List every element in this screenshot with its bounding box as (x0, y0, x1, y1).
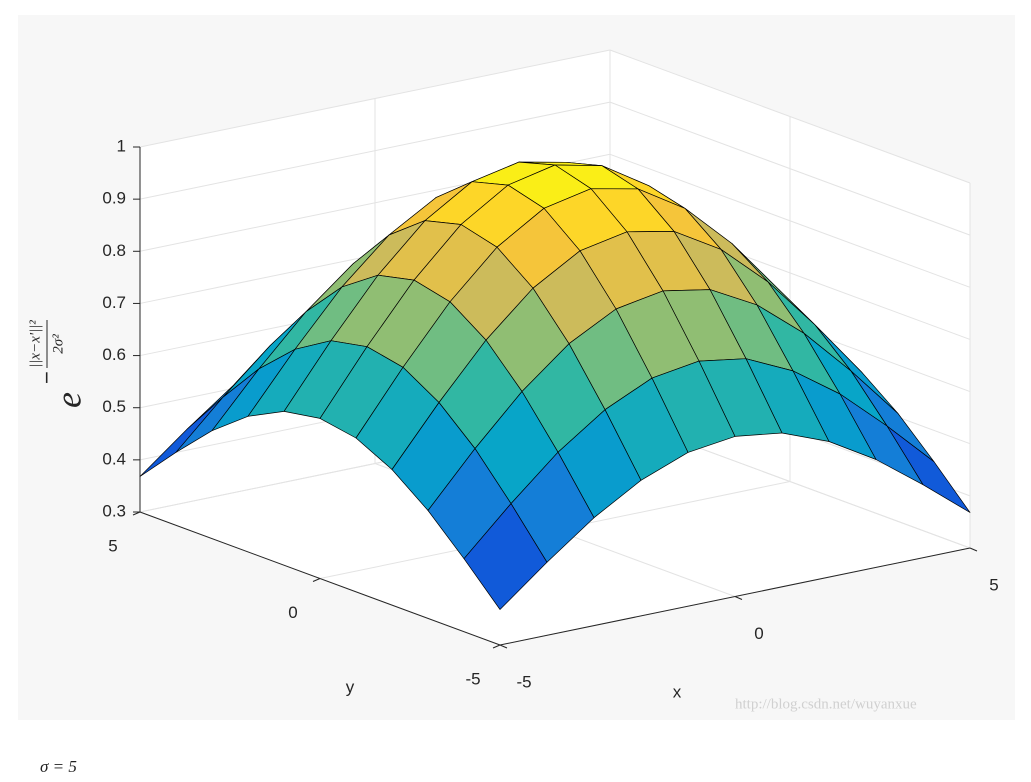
y-tick (132, 511, 141, 516)
z-label-denominator: 2σ² (50, 334, 66, 354)
axes: 0.3 0.4 0.5 0.6 0.7 0.8 0.9 1 -5 0 5 -5 0 5 x y e − ||x−x'… (27, 49, 999, 701)
x-tick (499, 644, 508, 649)
z-tick-label: 0.4 (102, 449, 126, 468)
z-tick-label: 0.8 (102, 241, 126, 260)
x-axis-label: x (673, 682, 682, 701)
caption: σ = 5 (40, 757, 77, 776)
z-label-base: e (48, 392, 88, 408)
y-tick-label: 5 (108, 536, 117, 555)
z-label-sign: − (34, 371, 59, 384)
z-tick-label: 0.6 (102, 345, 126, 364)
surface-patch (463, 503, 548, 610)
z-axis-label: e − ||x−x'||² 2σ² (27, 320, 88, 408)
z-tick-label: 0.9 (102, 189, 126, 208)
x-tick (969, 547, 978, 552)
watermark: http://blog.csdn.net/wuyanxue (735, 696, 917, 712)
z-tick-label: 0.5 (102, 397, 126, 416)
y-tick-label: -5 (465, 669, 480, 688)
y-tick (492, 644, 501, 649)
y-axis-label: y (346, 677, 355, 696)
x-tick (734, 596, 743, 600)
z-tick-label: 0.7 (102, 293, 126, 312)
z-tick-label: 1 (117, 136, 126, 155)
z-tick-label: 0.3 (102, 501, 126, 520)
y-tick-label: 0 (288, 603, 297, 622)
x-tick-label: 0 (754, 624, 763, 643)
x-tick-label: -5 (516, 672, 531, 691)
z-label-numerator: ||x−x'||² (27, 320, 43, 368)
x-tick-label: 5 (989, 575, 998, 594)
y-tick (312, 578, 321, 582)
